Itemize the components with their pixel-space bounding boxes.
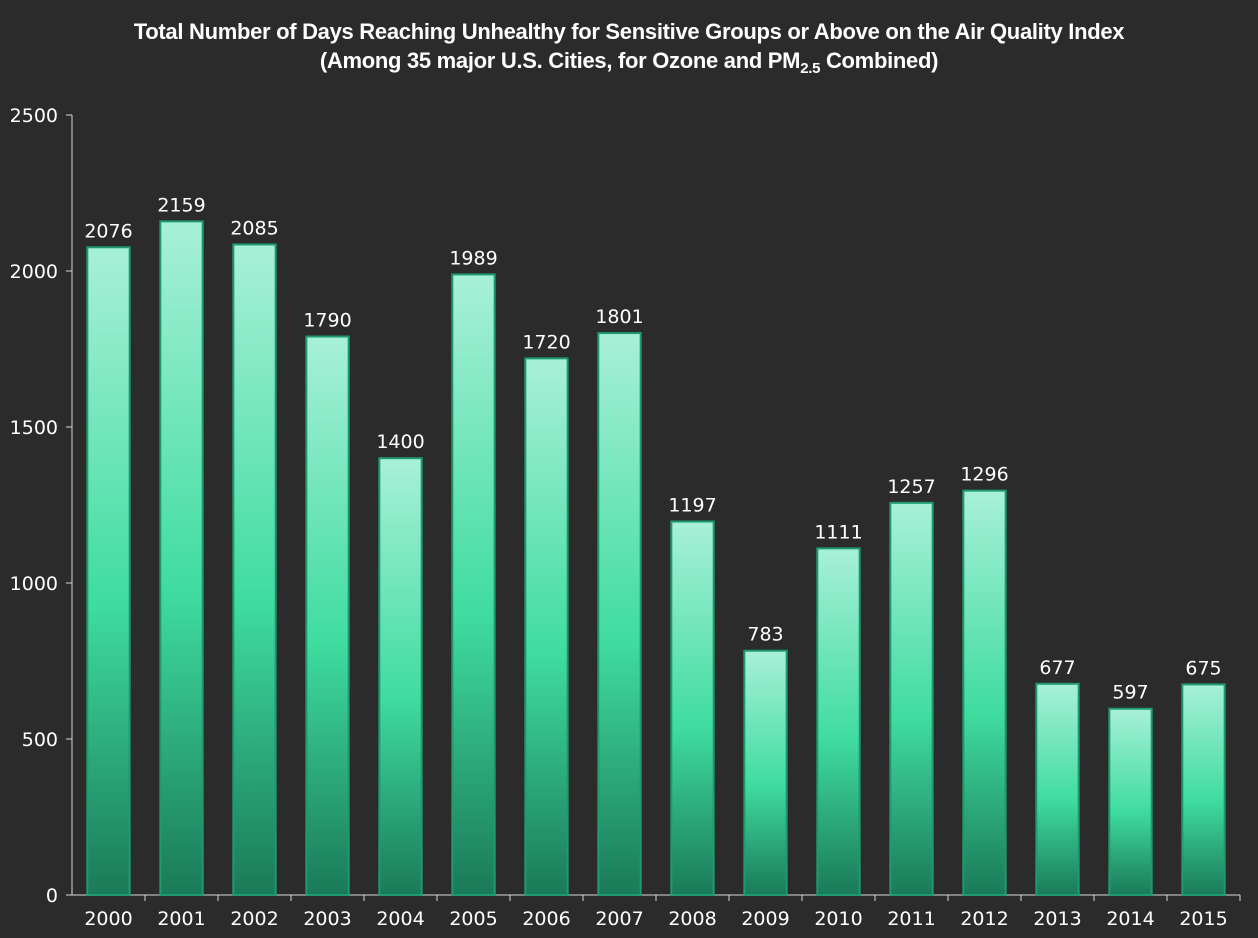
x-tick-label-2011: 2011 bbox=[887, 908, 935, 930]
y-tick-label: 1000 bbox=[10, 573, 58, 595]
data-label-2013: 677 bbox=[1039, 657, 1075, 679]
x-tick-label-2009: 2009 bbox=[741, 908, 789, 930]
x-tick-label-2007: 2007 bbox=[595, 908, 643, 930]
bar-2012 bbox=[962, 489, 1007, 896]
data-label-2003: 1790 bbox=[303, 310, 351, 332]
bar-2004 bbox=[378, 457, 423, 896]
x-tick-label-2013: 2013 bbox=[1033, 908, 1081, 930]
data-label-2015: 675 bbox=[1185, 657, 1221, 679]
data-label-2009: 783 bbox=[747, 624, 783, 646]
y-tick-label: 0 bbox=[46, 885, 58, 907]
data-label-2006: 1720 bbox=[522, 331, 570, 353]
data-label-2005: 1989 bbox=[449, 247, 497, 269]
bar-2005 bbox=[451, 273, 496, 896]
chart-title: Total Number of Days Reaching Unhealthy … bbox=[133, 19, 1125, 44]
x-tick-label-2006: 2006 bbox=[522, 908, 570, 930]
bar-2010 bbox=[816, 547, 861, 896]
x-tick-label-2015: 2015 bbox=[1179, 908, 1227, 930]
chart-subtitle-suffix: Combined) bbox=[820, 48, 939, 73]
bar-2007 bbox=[597, 332, 642, 896]
bar-2009 bbox=[743, 649, 788, 896]
y-tick-label: 500 bbox=[22, 729, 58, 751]
y-tick-label: 1500 bbox=[10, 417, 58, 439]
x-tick-label-2000: 2000 bbox=[84, 908, 132, 930]
bar-2002 bbox=[232, 243, 277, 897]
chart-subtitle-prefix: (Among 35 major U.S. Cities, for Ozone a… bbox=[319, 48, 801, 73]
data-label-2000: 2076 bbox=[84, 220, 132, 242]
data-label-2011: 1257 bbox=[887, 476, 935, 498]
bar-2003 bbox=[305, 335, 350, 896]
bar-2001 bbox=[159, 220, 204, 896]
x-tick-label-2003: 2003 bbox=[303, 908, 351, 930]
data-label-2004: 1400 bbox=[376, 431, 424, 453]
x-tick-label-2008: 2008 bbox=[668, 908, 716, 930]
bar-2011 bbox=[889, 501, 934, 896]
x-tick-label-2010: 2010 bbox=[814, 908, 862, 930]
chart-subtitle-subscript: 2.5 bbox=[800, 60, 821, 77]
x-tick-label-2001: 2001 bbox=[157, 908, 205, 930]
x-tick-label-2004: 2004 bbox=[376, 908, 424, 930]
bar-2006 bbox=[524, 357, 569, 896]
data-label-2007: 1801 bbox=[595, 306, 643, 328]
bar-2013 bbox=[1035, 682, 1080, 896]
chart-subtitle: (Among 35 major U.S. Cities, for Ozone a… bbox=[0, 48, 1258, 77]
data-label-2014: 597 bbox=[1112, 682, 1148, 704]
x-tick-label-2014: 2014 bbox=[1106, 908, 1154, 930]
x-tick-label-2012: 2012 bbox=[960, 908, 1008, 930]
data-label-2010: 1111 bbox=[814, 521, 862, 543]
x-tick-label-2005: 2005 bbox=[449, 908, 497, 930]
bar-2014 bbox=[1108, 707, 1153, 897]
data-label-2008: 1197 bbox=[668, 495, 716, 517]
y-tick-label: 2000 bbox=[10, 261, 58, 283]
bar-2015 bbox=[1181, 683, 1226, 897]
bar-2008 bbox=[670, 520, 715, 896]
data-label-2002: 2085 bbox=[230, 217, 278, 239]
bar-2000 bbox=[86, 246, 131, 896]
x-tick-label-2002: 2002 bbox=[230, 908, 278, 930]
y-tick-label: 2500 bbox=[10, 105, 58, 127]
data-label-2012: 1296 bbox=[960, 464, 1008, 486]
data-label-2001: 2159 bbox=[157, 194, 205, 216]
